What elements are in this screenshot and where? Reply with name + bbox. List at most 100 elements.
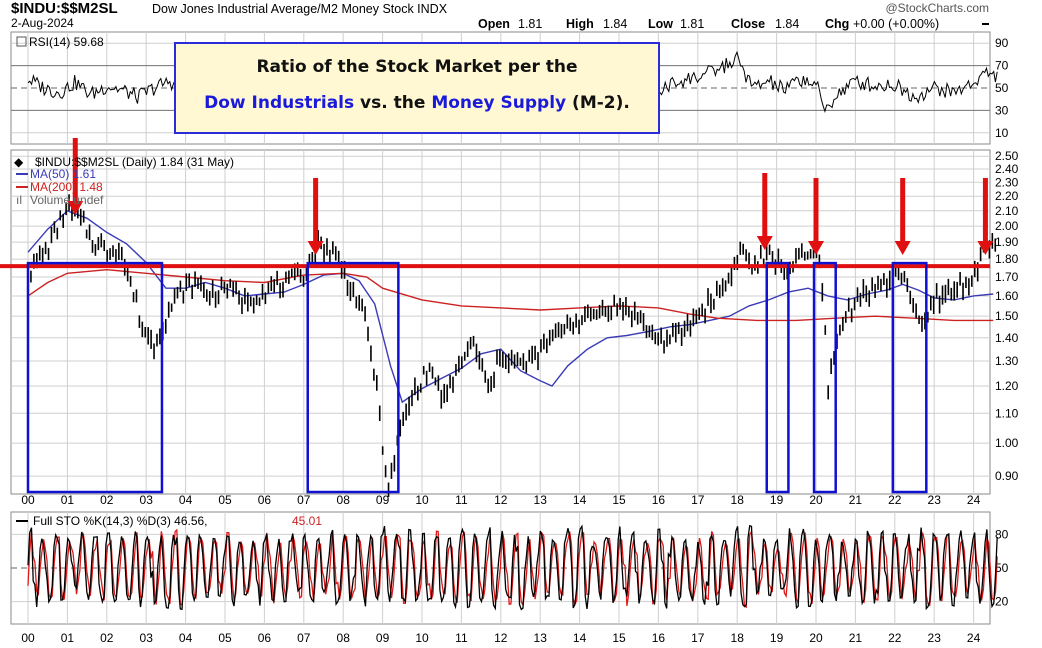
x-tick-label: 07 — [297, 493, 311, 507]
rsi-tick-label: 50 — [995, 81, 1009, 95]
price-layer — [27, 194, 997, 497]
callout-vs: vs. the — [354, 93, 432, 113]
x-tick-label: 04 — [179, 631, 193, 645]
highlight-box — [812, 261, 837, 494]
x-tick-label: 02 — [100, 493, 114, 507]
price-tick-label: 2.20 — [995, 189, 1019, 203]
price-legend-main: $INDU:$$M2SL (Daily) 1.84 (31 May) — [35, 155, 234, 169]
open-label: Open — [478, 17, 510, 31]
x-tick-label: 05 — [218, 493, 232, 507]
x-tick-label: 06 — [258, 493, 272, 507]
x-tick-label: 24 — [967, 631, 981, 645]
ma200-line — [27, 268, 994, 322]
callout-line-2: Dow Industrials vs. the Money Supply (M-… — [176, 93, 658, 113]
x-tick-label: 04 — [179, 493, 193, 507]
x-tick-label: 10 — [415, 631, 429, 645]
x-tick-label: 01 — [61, 631, 75, 645]
x-tick-label: 19 — [770, 631, 784, 645]
annotation-callout: Ratio of the Stock Market per the Dow In… — [174, 42, 660, 134]
annotation-layer — [0, 138, 994, 494]
price-tick-label: 2.40 — [995, 162, 1019, 176]
price-tick-label: 1.90 — [995, 235, 1019, 249]
price-tick-label: 1.10 — [995, 406, 1019, 420]
rsi-tick-label: 90 — [995, 36, 1009, 50]
x-tick-label: 23 — [928, 631, 942, 645]
rsi-legend-icon — [16, 36, 27, 47]
x-tick-label: 13 — [534, 493, 548, 507]
callout-tail: (M-2). — [566, 93, 630, 113]
x-tick-label: 03 — [140, 493, 154, 507]
symbol-description: Dow Jones Industrial Average/M2 Money St… — [152, 2, 448, 16]
x-tick-label: 20 — [809, 493, 823, 507]
price-tick-label: 2.50 — [995, 149, 1019, 163]
x-tick-label: 16 — [652, 493, 666, 507]
chart-date: 2-Aug-2024 — [11, 16, 74, 30]
x-tick-label: 07 — [297, 631, 311, 645]
highlight-box — [891, 261, 928, 494]
close-value: 1.84 — [775, 17, 799, 31]
x-tick-label: 03 — [140, 631, 154, 645]
callout-m2: Money Supply — [431, 93, 567, 113]
x-tick-label: 24 — [967, 493, 981, 507]
price-tick-label: 1.70 — [995, 270, 1019, 284]
rsi-tick-label: 30 — [995, 103, 1009, 117]
symbol-title: $INDU:$$M2SL — [11, 0, 118, 17]
x-tick-label: 23 — [928, 493, 942, 507]
price-tick-label: 2.30 — [995, 175, 1019, 189]
x-tick-label: 18 — [731, 631, 745, 645]
x-tick-label: 22 — [888, 493, 902, 507]
arrow-head — [977, 241, 994, 255]
sto-legend-text: Full STO %K(14,3) %D(3) 46.56, — [33, 514, 208, 528]
sto-legend: Full STO %K(14,3) %D(3) 46.56, 45.01 — [16, 514, 322, 528]
chg-label: Chg — [825, 17, 849, 31]
x-tick-label: 15 — [612, 631, 626, 645]
ma50-legend-text: MA(50) 1.61 — [30, 167, 96, 181]
low-value: 1.81 — [680, 17, 704, 31]
x-axis-labels: 00 00 01 01 02 02 03 03 04 04 05 05 06 06 07 07 08 08 09 09… — [21, 493, 980, 645]
x-tick-label: 12 — [494, 493, 508, 507]
high-label: High — [566, 17, 594, 31]
x-tick-label: 22 — [888, 631, 902, 645]
volume-legend-text: Volume undef — [30, 193, 104, 207]
x-tick-label: 11 — [455, 493, 468, 507]
arrow-head — [894, 241, 911, 255]
x-tick-label: 12 — [494, 631, 508, 645]
x-tick-label: 00 — [21, 493, 35, 507]
x-tick-label: 16 — [652, 631, 666, 645]
price-tick-label: 1.30 — [995, 354, 1019, 368]
high-value: 1.84 — [603, 17, 627, 31]
x-tick-label: 19 — [770, 493, 784, 507]
arrow-head — [307, 241, 324, 255]
price-legend-icon: ◆ — [14, 155, 24, 169]
x-tick-label: 13 — [534, 631, 548, 645]
stochastic-layer — [27, 524, 998, 611]
x-tick-label: 21 — [849, 493, 863, 507]
sto-tick-label: 20 — [995, 595, 1009, 609]
arrow-head — [808, 241, 824, 255]
x-tick-label: 20 — [809, 631, 823, 645]
x-tick-label: 14 — [573, 493, 587, 507]
price-tick-label: 0.90 — [995, 469, 1019, 483]
x-tick-label: 08 — [337, 631, 351, 645]
x-tick-label: 17 — [691, 493, 705, 507]
watermark: @StockCharts.com — [885, 1, 989, 15]
x-tick-label: 17 — [691, 631, 705, 645]
low-label: Low — [648, 17, 673, 31]
x-tick-label: 08 — [337, 493, 351, 507]
rsi-tick-label: 70 — [995, 59, 1009, 73]
price-tick-label: 1.00 — [995, 436, 1019, 450]
chg-value: +0.00 (+0.00%) — [853, 17, 939, 31]
rsi-legend: RSI(14) 59.68 — [16, 35, 104, 49]
x-tick-label: 09 — [376, 493, 390, 507]
callout-line-1: Ratio of the Stock Market per the — [256, 57, 578, 77]
highlight-box — [306, 261, 400, 494]
x-tick-label: 05 — [218, 631, 232, 645]
price-tick-label: 2.00 — [995, 219, 1019, 233]
ma200-legend-text: MA(200) 1.48 — [30, 180, 103, 194]
x-tick-label: 00 — [21, 631, 35, 645]
sto-legend-d: 45.01 — [292, 514, 322, 528]
highlight-box — [765, 261, 790, 494]
rsi-tick-label: 10 — [995, 126, 1009, 140]
x-tick-label: 18 — [731, 493, 745, 507]
